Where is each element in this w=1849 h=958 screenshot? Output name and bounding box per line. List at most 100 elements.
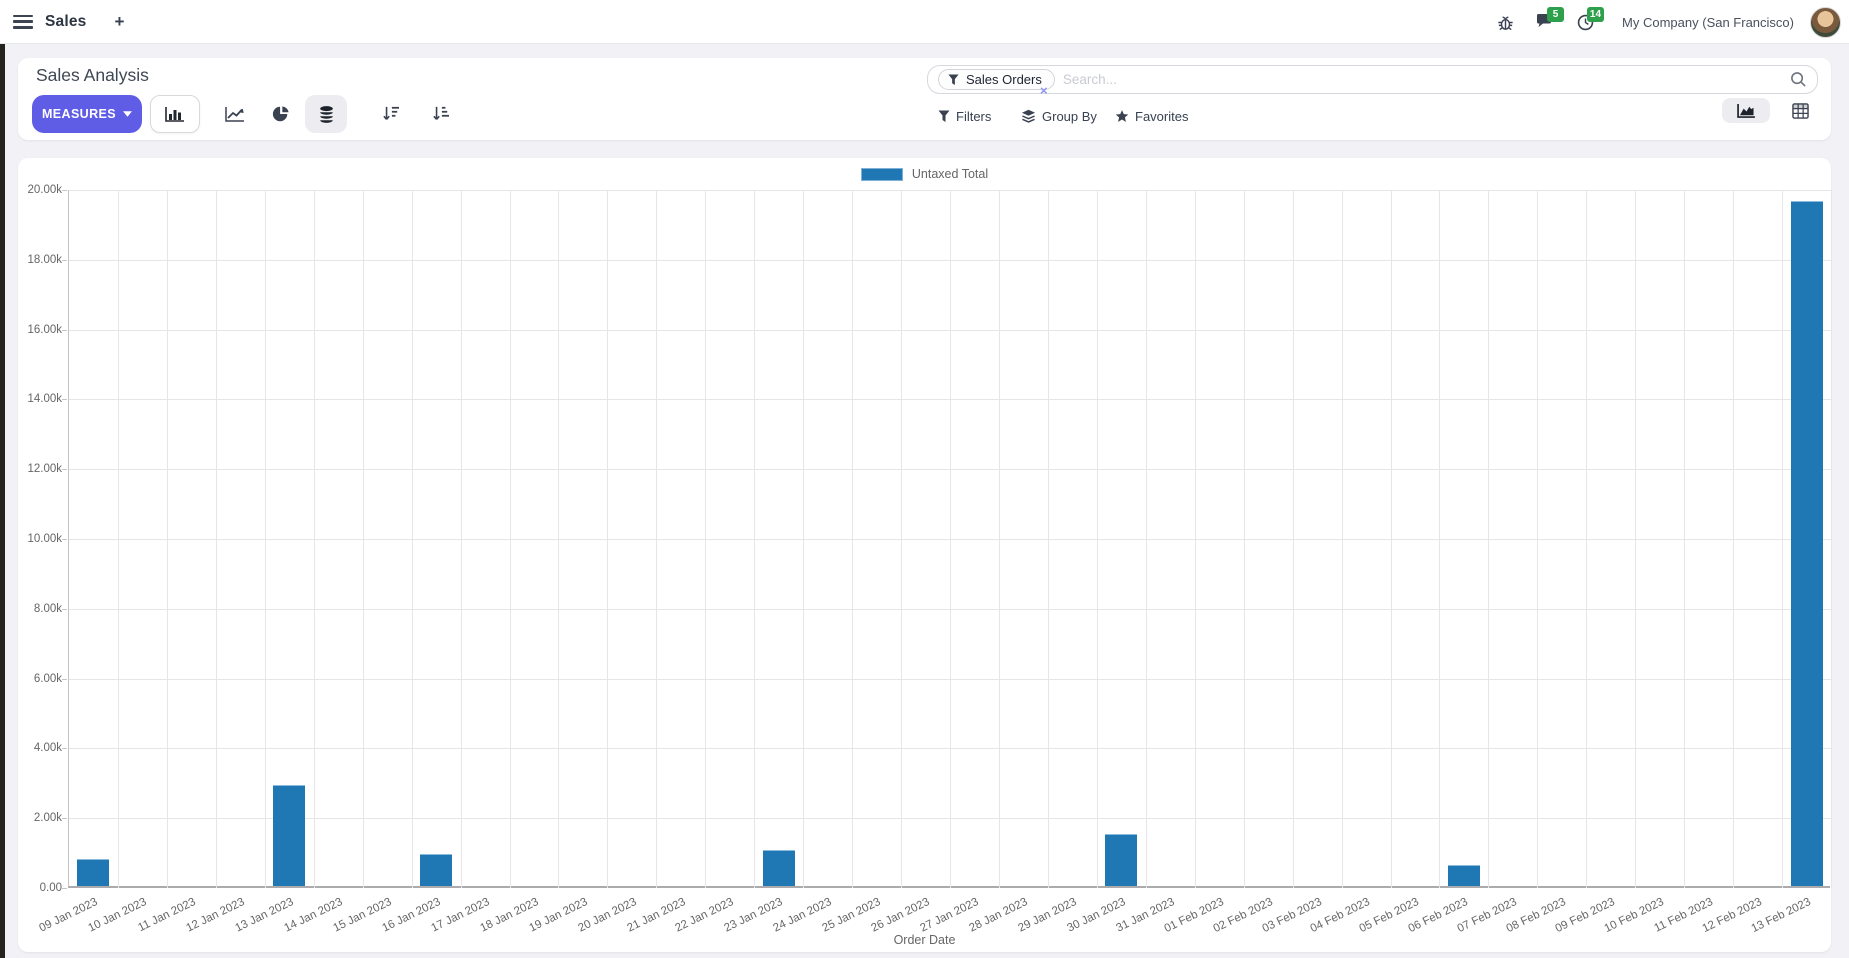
- facet-label: Sales Orders: [966, 72, 1042, 87]
- measures-button[interactable]: MEASURES: [32, 95, 142, 133]
- chart-bar[interactable]: [1447, 865, 1480, 886]
- x-axis-title: Order Date: [893, 933, 956, 947]
- v-gridline: [607, 190, 609, 888]
- v-gridline: [754, 190, 756, 888]
- bug-icon: [1497, 16, 1513, 30]
- group-by-label: Group By: [1042, 108, 1097, 124]
- v-gridline: [998, 190, 1000, 888]
- messages-count-badge: 5: [1547, 7, 1565, 22]
- chart-bar[interactable]: [1105, 834, 1138, 886]
- screen-left-edge: [0, 44, 5, 958]
- v-gridline: [852, 190, 854, 888]
- y-tick-mark: [62, 329, 67, 331]
- user-avatar[interactable]: [1810, 6, 1841, 38]
- search-bar[interactable]: Sales Orders: [927, 65, 1818, 94]
- chart-bar[interactable]: [77, 859, 110, 886]
- v-gridline: [1390, 190, 1392, 888]
- y-tick-mark: [62, 608, 67, 610]
- v-gridline: [705, 190, 707, 888]
- v-gridline: [117, 190, 119, 888]
- v-gridline: [264, 190, 266, 888]
- v-gridline: [166, 190, 168, 888]
- legend-label: Untaxed Total: [911, 167, 989, 181]
- filter-funnel-icon: [948, 74, 959, 85]
- pie-chart-icon: [272, 106, 289, 122]
- v-gridline: [1684, 190, 1686, 888]
- company-switcher[interactable]: My Company (San Francisco): [1622, 14, 1794, 30]
- filters-menu[interactable]: Filters: [938, 106, 991, 126]
- v-gridline: [1782, 190, 1784, 888]
- y-tick-label: 0.00: [39, 882, 62, 894]
- pivot-table-icon: [1791, 102, 1809, 119]
- app-title[interactable]: Sales: [45, 12, 87, 30]
- y-tick-label: 12.00k: [27, 463, 62, 476]
- group-by-menu[interactable]: Group By: [1021, 106, 1097, 126]
- apps-menu-icon[interactable]: [13, 14, 33, 29]
- pie-chart-button[interactable]: [256, 95, 306, 133]
- chart-bar[interactable]: [1790, 200, 1823, 886]
- messages-menu[interactable]: 5: [1528, 5, 1565, 39]
- control-panel: Sales Analysis MEASURES: [18, 58, 1831, 140]
- favorites-menu[interactable]: Favorites: [1115, 106, 1188, 126]
- v-gridline: [1292, 190, 1294, 888]
- y-tick-mark: [62, 399, 67, 401]
- search-facet-sales-orders[interactable]: Sales Orders: [938, 69, 1055, 90]
- v-gridline: [1145, 190, 1147, 888]
- v-gridline: [1243, 190, 1245, 888]
- y-tick-mark: [62, 678, 67, 680]
- y-tick-label: 18.00k: [27, 253, 62, 266]
- v-gridline: [313, 190, 315, 888]
- y-tick-label: 2.00k: [33, 812, 62, 825]
- v-gridline: [1341, 190, 1343, 888]
- chart-bar[interactable]: [420, 854, 453, 886]
- y-tick-mark: [62, 259, 67, 261]
- v-gridline: [1047, 190, 1049, 888]
- v-gridline: [509, 190, 511, 888]
- v-gridline: [1733, 190, 1735, 888]
- favorites-label: Favorites: [1135, 108, 1189, 124]
- bar-chart-button[interactable]: [150, 95, 200, 133]
- y-tick-label: 14.00k: [27, 393, 62, 406]
- graph-view-card: Untaxed Total 0.00 2.00k 4.00k 6.00k 8.00k 10…: [18, 158, 1832, 952]
- y-tick-mark: [62, 748, 67, 750]
- page-title: Sales Analysis: [36, 65, 149, 85]
- stacked-toggle-button[interactable]: [305, 95, 347, 133]
- chart-bar[interactable]: [762, 850, 795, 886]
- line-chart-button[interactable]: [210, 95, 260, 133]
- y-tick-label: 20.00k: [27, 184, 62, 196]
- v-gridline: [558, 190, 560, 888]
- v-gridline: [1439, 190, 1441, 888]
- pivot-view-button[interactable]: [1776, 98, 1824, 123]
- stacked-database-icon: [319, 106, 333, 123]
- y-tick-label: 8.00k: [33, 602, 62, 615]
- line-chart-icon: [225, 107, 244, 122]
- debug-bug-icon[interactable]: [1488, 5, 1522, 39]
- y-tick-mark: [62, 469, 67, 471]
- sort-descending-button[interactable]: [366, 95, 416, 133]
- facet-remove-icon[interactable]: ×: [1040, 83, 1048, 98]
- activities-menu[interactable]: 14: [1568, 5, 1605, 39]
- y-tick-mark: [62, 539, 67, 540]
- v-gridline: [1635, 190, 1637, 888]
- y-tick-mark: [62, 888, 67, 889]
- star-icon: [1115, 110, 1129, 122]
- area-chart-icon: [1736, 103, 1755, 118]
- bar-chart-icon: [165, 107, 184, 122]
- search-input[interactable]: [1062, 72, 1790, 87]
- y-tick-mark: [62, 190, 67, 191]
- v-gridline: [411, 190, 413, 888]
- v-gridline: [1096, 190, 1098, 888]
- chart-plot-area: 09 Jan 2023 10 Jan 2023 11 Jan 2023 12 Jan …: [38, 190, 1832, 935]
- graph-view-button[interactable]: [1722, 98, 1770, 123]
- activities-count-badge: 14: [1586, 7, 1605, 22]
- caret-down-icon: [123, 111, 133, 117]
- y-tick-label: 16.00k: [27, 323, 62, 336]
- search-icon[interactable]: [1790, 71, 1807, 88]
- sort-ascending-button[interactable]: [416, 95, 466, 133]
- clock-icon: [1577, 14, 1593, 30]
- measures-label: MEASURES: [41, 107, 117, 121]
- chart-legend[interactable]: Untaxed Total: [18, 167, 1831, 181]
- y-tick-label: 4.00k: [33, 742, 62, 755]
- chart-bar[interactable]: [273, 785, 306, 886]
- new-tab-button[interactable]: +: [114, 12, 125, 31]
